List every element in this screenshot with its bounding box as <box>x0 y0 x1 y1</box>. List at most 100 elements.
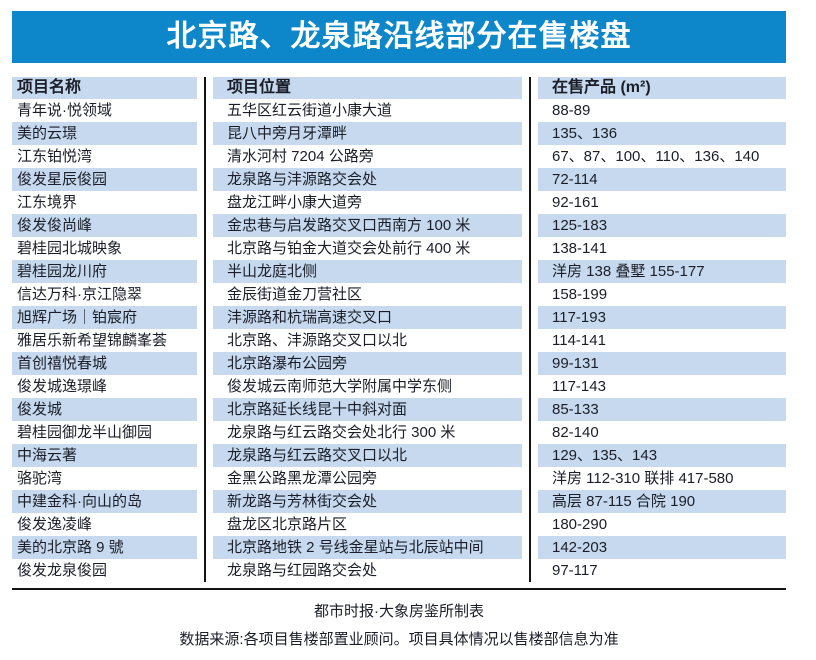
table-row: 中海云著 龙泉路与红云路交叉口以北 129、135、143 <box>12 444 786 467</box>
column-divider-line <box>197 214 213 237</box>
project-name-cell: 美的云璟 <box>12 122 197 145</box>
column-divider-line <box>522 99 538 122</box>
table-row: 中建金科·向山的岛 新龙路与芳林街交会处 高层 87-115 合院 190 <box>12 490 786 513</box>
table-row: 信达万科·京江隐翠 金辰街道金刀营社区 158-199 <box>12 283 786 306</box>
project-name-cell: 旭辉广场｜铂宸府 <box>12 306 197 329</box>
table-row: 俊发龙泉俊园 龙泉路与红园路交会处 97-117 <box>12 559 786 582</box>
column-divider-line <box>197 191 213 214</box>
project-location-cell: 五华区红云街道小康大道 <box>227 102 393 119</box>
products-cell: 82-140 <box>552 424 599 441</box>
column-divider-line <box>197 421 213 444</box>
table-row: 俊发城 北京路延长线昆十中斜对面 85-133 <box>12 398 786 421</box>
footer-divider <box>12 588 786 590</box>
project-name-cell: 碧桂园御龙半山御园 <box>17 424 153 441</box>
project-location-cell: 北京路、沣源路交叉口以北 <box>227 332 408 349</box>
column-divider-line <box>197 375 213 398</box>
column-divider-line <box>522 513 538 536</box>
column-divider-line <box>197 444 213 467</box>
project-name-cell: 江东境界 <box>17 194 78 211</box>
project-location-cell: 盘龙江畔小康大道旁 <box>227 194 363 211</box>
column-header-project-name: 项目名称 <box>12 77 197 99</box>
table-row: 美的北京路 9 號 北京路地铁 2 号线金星站与北辰站中间 142-203 <box>12 536 786 559</box>
column-divider-line <box>197 168 213 191</box>
project-location-cell: 昆八中旁月牙潭畔 <box>213 122 522 145</box>
column-divider-line <box>522 467 538 490</box>
listings-table: 项目名称 项目位置 在售产品 (m²) 青年说·悦领域 五华区红云街道小康大道 … <box>12 77 786 582</box>
project-name-cell: 骆驼湾 <box>17 470 63 487</box>
products-cell: 158-199 <box>552 286 608 303</box>
column-divider-line <box>522 306 538 329</box>
column-header-project-location: 项目位置 <box>213 77 522 99</box>
project-location-cell: 金忠巷与启发路交叉口西南方 100 米 <box>213 214 522 237</box>
products-cell: 85-133 <box>538 398 786 421</box>
project-name-cell: 俊发逸凌峰 <box>17 516 93 533</box>
table-row: 俊发星辰俊园 龙泉路与沣源路交会处 72-114 <box>12 168 786 191</box>
project-name-cell: 俊发俊尚峰 <box>12 214 197 237</box>
column-divider-line <box>197 559 213 582</box>
project-name-cell: 俊发城逸璟峰 <box>17 378 108 395</box>
column-divider-line <box>522 352 538 375</box>
column-divider-line <box>522 260 538 283</box>
column-divider-line <box>197 467 213 490</box>
column-divider-line <box>522 536 538 559</box>
table-body: 青年说·悦领域 五华区红云街道小康大道 88-89 美的云璟 昆八中旁月牙潭畔 … <box>12 99 786 582</box>
data-source-line: 数据来源:各项目售楼部置业顾问。项目具体情况以售楼部信息为准 <box>179 631 619 648</box>
project-name-cell: 信达万科·京江隐翠 <box>17 286 142 303</box>
project-location-cell: 龙泉路与红云路交会处北行 300 米 <box>227 424 456 441</box>
column-divider-line <box>522 421 538 444</box>
project-location-cell: 清水河村 7204 公路旁 <box>227 148 374 165</box>
project-name-cell: 碧桂园龙川府 <box>12 260 197 283</box>
project-location-cell: 金黑公路黑龙潭公园旁 <box>227 470 378 487</box>
project-location-cell: 新龙路与芳林街交会处 <box>213 490 522 513</box>
credit-line: 都市时报·大象房鉴所制表 <box>314 603 484 620</box>
products-cell: 72-114 <box>538 168 786 191</box>
table-row: 俊发逸凌峰 盘龙区北京路片区 180-290 <box>12 513 786 536</box>
column-divider-line <box>197 352 213 375</box>
column-divider-line <box>522 214 538 237</box>
column-divider-line <box>522 329 538 352</box>
table-row: 俊发城逸璟峰 俊发城云南师范大学附属中学东侧 117-143 <box>12 375 786 398</box>
column-divider-line <box>197 237 213 260</box>
column-divider-line <box>522 168 538 191</box>
column-divider-line <box>197 260 213 283</box>
column-divider-line <box>197 122 213 145</box>
products-cell: 高层 87-115 合院 190 <box>538 490 786 513</box>
products-cell: 135、136 <box>538 122 786 145</box>
table-row: 青年说·悦领域 五华区红云街道小康大道 88-89 <box>12 99 786 122</box>
column-divider-line <box>197 536 213 559</box>
project-name-cell: 俊发城 <box>12 398 197 421</box>
column-divider-line <box>522 191 538 214</box>
newspaper-listings-infographic: 北京路、龙泉路沿线部分在售楼盘 项目名称 项目位置 在售产品 (m²) 青年说·… <box>0 11 816 660</box>
column-divider-line <box>522 490 538 513</box>
project-location-cell: 北京路与铂金大道交会处前行 400 米 <box>227 240 471 257</box>
project-location-cell: 龙泉路与红园路交会处 <box>227 562 378 579</box>
project-name-cell: 青年说·悦领域 <box>17 102 112 119</box>
column-divider-line <box>197 329 213 352</box>
title-banner: 北京路、龙泉路沿线部分在售楼盘 <box>12 11 786 63</box>
column-divider-line <box>522 398 538 421</box>
column-divider-line <box>197 77 213 99</box>
table-row: 骆驼湾 金黑公路黑龙潭公园旁 洋房 112-310 联排 417-580 <box>12 467 786 490</box>
table-header-row: 项目名称 项目位置 在售产品 (m²) <box>12 77 786 99</box>
column-divider-line <box>197 398 213 421</box>
column-divider-line <box>522 283 538 306</box>
column-divider-line <box>522 375 538 398</box>
products-cell: 67、87、100、110、136、140 <box>552 148 760 165</box>
table-row: 碧桂园御龙半山御园 龙泉路与红云路交会处北行 300 米 82-140 <box>12 421 786 444</box>
project-location-cell: 龙泉路与红云路交叉口以北 <box>213 444 522 467</box>
table-row: 江东铂悦湾 清水河村 7204 公路旁 67、87、100、110、136、14… <box>12 145 786 168</box>
products-cell: 180-290 <box>552 516 608 533</box>
products-cell: 114-141 <box>552 332 606 349</box>
project-name-cell: 首创禧悦春城 <box>12 352 197 375</box>
project-location-cell: 盘龙区北京路片区 <box>227 516 348 533</box>
table-row: 雅居乐新希望锦麟峯荟 北京路、沣源路交叉口以北 114-141 <box>12 329 786 352</box>
column-divider-line <box>522 77 538 99</box>
column-header-products-on-sale: 在售产品 (m²) <box>538 77 786 99</box>
table-row: 江东境界 盘龙江畔小康大道旁 92-161 <box>12 191 786 214</box>
project-name-cell: 美的北京路 9 號 <box>12 536 197 559</box>
project-location-cell: 金辰街道金刀营社区 <box>227 286 363 303</box>
project-location-cell: 北京路地铁 2 号线金星站与北辰站中间 <box>213 536 522 559</box>
table-row: 碧桂园龙川府 半山龙庭北侧 洋房 138 叠墅 155-177 <box>12 260 786 283</box>
table-row: 美的云璟 昆八中旁月牙潭畔 135、136 <box>12 122 786 145</box>
products-cell: 125-183 <box>538 214 786 237</box>
